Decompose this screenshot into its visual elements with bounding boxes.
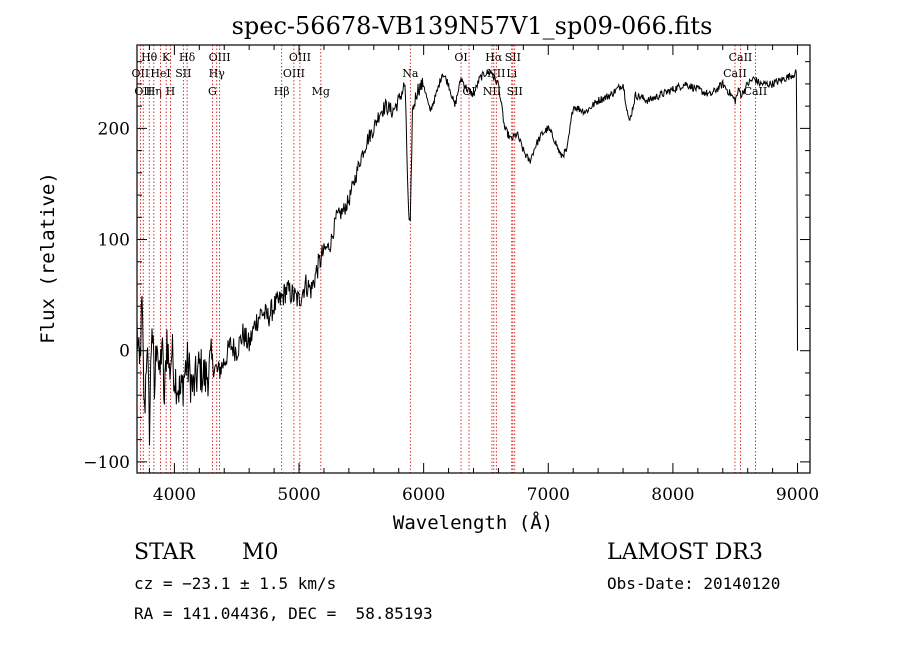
line-label-1: OII bbox=[134, 85, 152, 98]
chart-title: spec-56678-VB139N57V1_sp09-066.fits bbox=[232, 12, 713, 40]
line-label-13: OIII bbox=[283, 67, 305, 80]
line-label-16: Na bbox=[402, 67, 419, 80]
spectral-line-markers: OII OII Hθ Hη HeI K H SII Hδ G Hγ OIII Hβ OIII OIII Mg N… bbox=[132, 45, 768, 473]
x-tick-label: 6000 bbox=[402, 485, 445, 505]
line-label-9: G bbox=[208, 85, 217, 98]
line-label-21: NII bbox=[487, 67, 505, 80]
axis-ticks: 4000 5000 6000 7000 8000 9000 −100 0 100 200 bbox=[83, 45, 819, 505]
line-label-7: SII bbox=[175, 67, 191, 80]
x-tick-label: 4000 bbox=[153, 485, 196, 505]
line-label-15: Mg bbox=[312, 85, 330, 98]
line-label-8: Hδ bbox=[179, 51, 196, 64]
line-label-19: NII bbox=[483, 85, 501, 98]
y-tick-label: 200 bbox=[98, 119, 130, 139]
line-label-11: OIII bbox=[209, 51, 231, 64]
sky-coordinates: RA = 141.04436, DEC = 58.85193 bbox=[134, 604, 433, 623]
object-subclass: M0 bbox=[242, 540, 279, 565]
line-label-10: Hγ bbox=[209, 67, 226, 80]
redshift-velocity: cz = −23.1 ± 1.5 km/s bbox=[134, 574, 337, 593]
line-label-17: OI bbox=[454, 51, 467, 64]
x-axis-label: Wavelength (Å) bbox=[393, 511, 553, 534]
line-label-22: Li bbox=[506, 67, 517, 80]
line-label-2: Hθ bbox=[141, 51, 158, 64]
line-label-25: CaII bbox=[723, 67, 747, 80]
line-label-23: SII bbox=[505, 51, 521, 64]
line-label-12: Hβ bbox=[274, 85, 290, 98]
x-tick-label: 8000 bbox=[651, 485, 694, 505]
line-label-26: CaII bbox=[729, 51, 753, 64]
x-tick-label: 7000 bbox=[527, 485, 570, 505]
observation-date: Obs-Date: 20140120 bbox=[607, 574, 781, 593]
x-tick-label: 5000 bbox=[277, 485, 320, 505]
spectrum-line bbox=[136, 69, 798, 446]
y-tick-label: 100 bbox=[98, 231, 130, 251]
x-tick-label: 9000 bbox=[776, 485, 819, 505]
line-label-14: OIII bbox=[289, 51, 311, 64]
survey-name: LAMOST DR3 bbox=[607, 540, 763, 565]
line-label-4: HeI bbox=[150, 67, 170, 80]
line-label-20: Hα bbox=[485, 51, 503, 64]
y-tick-label: −100 bbox=[83, 453, 130, 473]
line-label-27: CaII bbox=[744, 85, 768, 98]
line-label-5: K bbox=[162, 51, 171, 64]
y-axis-label: Flux (relative) bbox=[37, 172, 59, 344]
plot-frame bbox=[136, 44, 811, 474]
y-tick-label: 0 bbox=[119, 342, 130, 362]
line-label-6: H bbox=[166, 85, 176, 98]
spectrum-series bbox=[136, 69, 798, 446]
object-class: STAR bbox=[134, 540, 195, 565]
line-label-24: SII bbox=[507, 85, 523, 98]
line-label-0: OII bbox=[132, 67, 150, 80]
line-label-3: Hη bbox=[146, 85, 162, 98]
